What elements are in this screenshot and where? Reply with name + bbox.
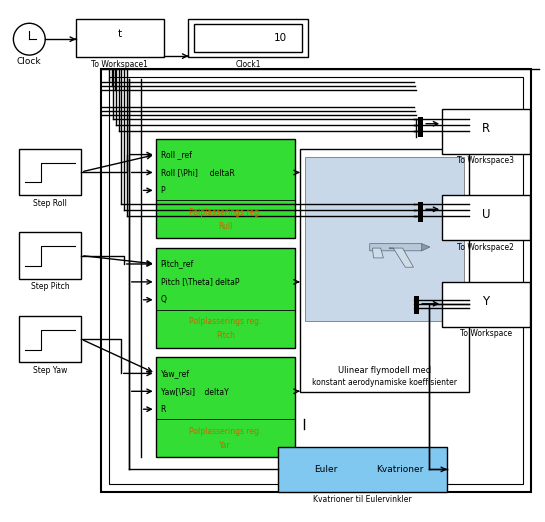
Bar	[101, 69, 531, 492]
Text: Polplasserings reg.: Polplasserings reg.	[189, 208, 262, 217]
Bar	[442, 195, 530, 240]
Bar	[300, 149, 469, 393]
Polygon shape	[370, 244, 425, 251]
Bar	[414, 296, 419, 314]
Text: Step Yaw: Step Yaw	[33, 366, 68, 375]
Text: To Workspace2: To Workspace2	[457, 243, 514, 252]
Text: To Workspace3: To Workspace3	[457, 156, 514, 165]
Text: Kvatrioner til Eulervinkler: Kvatrioner til Eulervinkler	[313, 495, 412, 504]
Bar	[20, 232, 81, 279]
Bar	[305, 157, 464, 321]
Polygon shape	[372, 248, 383, 258]
Text: Clock1: Clock1	[235, 60, 261, 68]
Text: Pitch: Pitch	[216, 331, 235, 340]
Text: Step Roll: Step Roll	[33, 199, 67, 208]
Text: Yaw_ref: Yaw_ref	[161, 369, 190, 378]
Bar	[195, 24, 302, 52]
Bar	[156, 358, 295, 457]
Text: Polplasserings reg.: Polplasserings reg.	[189, 426, 262, 435]
Text: Q: Q	[161, 295, 166, 304]
Text: Clock: Clock	[17, 56, 41, 66]
Text: Ulinear flymodell med: Ulinear flymodell med	[338, 366, 431, 375]
Text: Kvatrioner: Kvatrioner	[376, 465, 423, 474]
Text: konstant aerodynamiske koeffisienter: konstant aerodynamiske koeffisienter	[312, 378, 457, 387]
Bar	[76, 19, 164, 57]
Bar	[418, 203, 423, 222]
Bar	[20, 316, 81, 362]
Text: Pitch [\Theta] deltaP: Pitch [\Theta] deltaP	[161, 277, 239, 287]
Text: Pitch_ref: Pitch_ref	[161, 259, 194, 268]
Bar	[156, 248, 295, 348]
Text: Euler: Euler	[313, 465, 337, 474]
Bar	[156, 139, 295, 238]
Text: U: U	[482, 208, 490, 221]
Text: Polplasserings reg.: Polplasserings reg.	[189, 317, 262, 326]
Text: R: R	[161, 405, 166, 414]
Text: Yaw[\Psi]    deltaY: Yaw[\Psi] deltaY	[161, 387, 228, 396]
Text: Roll _ref: Roll _ref	[161, 150, 191, 159]
Text: Y: Y	[482, 295, 489, 308]
Bar	[442, 282, 530, 327]
Text: Step Pitch: Step Pitch	[31, 282, 70, 291]
Text: Yar: Yar	[220, 441, 231, 449]
Text: To Workspace1: To Workspace1	[92, 60, 148, 68]
Bar	[109, 77, 523, 484]
Polygon shape	[422, 244, 430, 251]
Text: R: R	[482, 122, 490, 135]
Bar	[442, 109, 530, 153]
Text: t: t	[118, 29, 122, 39]
Text: Roll [\Phi]     deltaR: Roll [\Phi] deltaR	[161, 168, 234, 177]
Bar	[418, 117, 423, 137]
Text: To Workspace: To Workspace	[460, 329, 512, 338]
Text: 10: 10	[274, 33, 287, 43]
Text: P: P	[161, 186, 165, 195]
Bar	[278, 447, 447, 492]
Polygon shape	[389, 248, 414, 267]
Text: Rull: Rull	[218, 222, 232, 231]
Bar	[20, 149, 81, 195]
Bar	[189, 19, 308, 57]
